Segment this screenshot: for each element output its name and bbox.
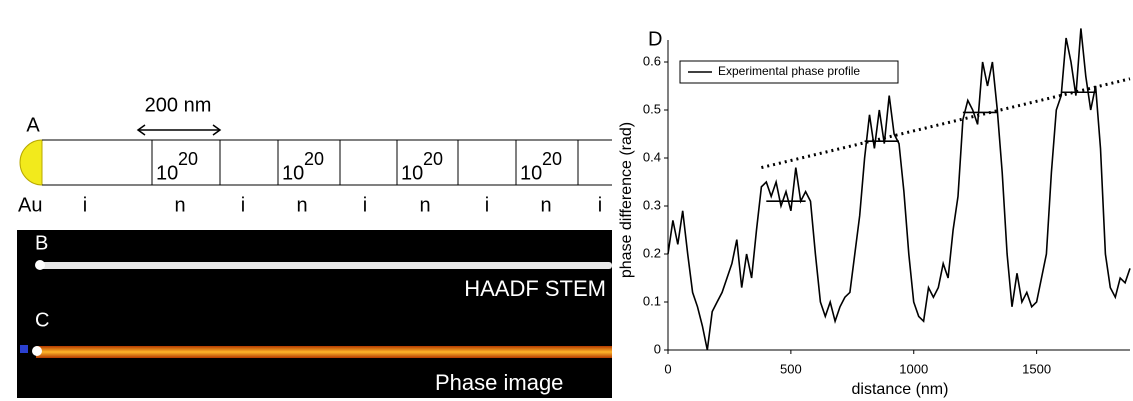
doping-exponent: 20 [304,149,324,169]
blue-spot [20,345,28,353]
x-axis-label: distance (nm) [852,381,949,398]
tip-label: Au [18,194,42,216]
region-label: n [296,194,307,216]
x-tick-label: 1500 [1022,361,1051,376]
segment-dividers [151,140,579,185]
wire-phase [36,346,612,358]
legend-label: Experimental phase profile [718,64,860,78]
panel-label: A [26,114,40,136]
region-label: i [241,194,245,216]
region-label: n [419,194,430,216]
doping-exponent: 20 [178,149,198,169]
y-tick-label: 0.5 [643,101,661,116]
doping-base: 10 [156,162,178,184]
y-tick-label: 0.4 [643,149,661,164]
tip-phase [32,346,42,356]
region-label: i [363,194,367,216]
panel-label: B [35,232,48,254]
region-label: i [485,194,489,216]
panel-label: D [648,28,662,50]
scale-arrow [136,124,222,136]
y-axis-label: phase difference (rad) [618,122,635,278]
legend-box [679,60,899,84]
panel-label: C [35,309,49,331]
y-tick-label: 0.2 [643,245,661,260]
x-tick-label: 500 [780,361,802,376]
region-label: n [540,194,551,216]
y-tick-label: 0.6 [643,53,661,68]
image-caption: Phase image [435,370,563,395]
doping-base: 10 [282,162,304,184]
tip-image [35,260,45,270]
region-label: n [174,194,185,216]
data-line [667,28,1131,351]
image-caption: HAADF STEM [464,276,606,301]
region-label: i [598,194,602,216]
gold-tip [19,139,43,186]
x-tick-label: 0 [664,361,671,376]
doping-exponent: 20 [423,149,443,169]
x-tick-label: 1000 [899,361,928,376]
doping-base: 10 [401,162,423,184]
scale-label: 200 nm [145,94,212,116]
doping-base: 10 [520,162,542,184]
region-label: i [83,194,87,216]
y-tick-label: 0.3 [643,197,661,212]
y-tick-label: 0 [654,341,661,356]
wire-image [36,262,612,269]
y-tick-label: 0.1 [643,293,661,308]
doping-exponent: 20 [542,149,562,169]
